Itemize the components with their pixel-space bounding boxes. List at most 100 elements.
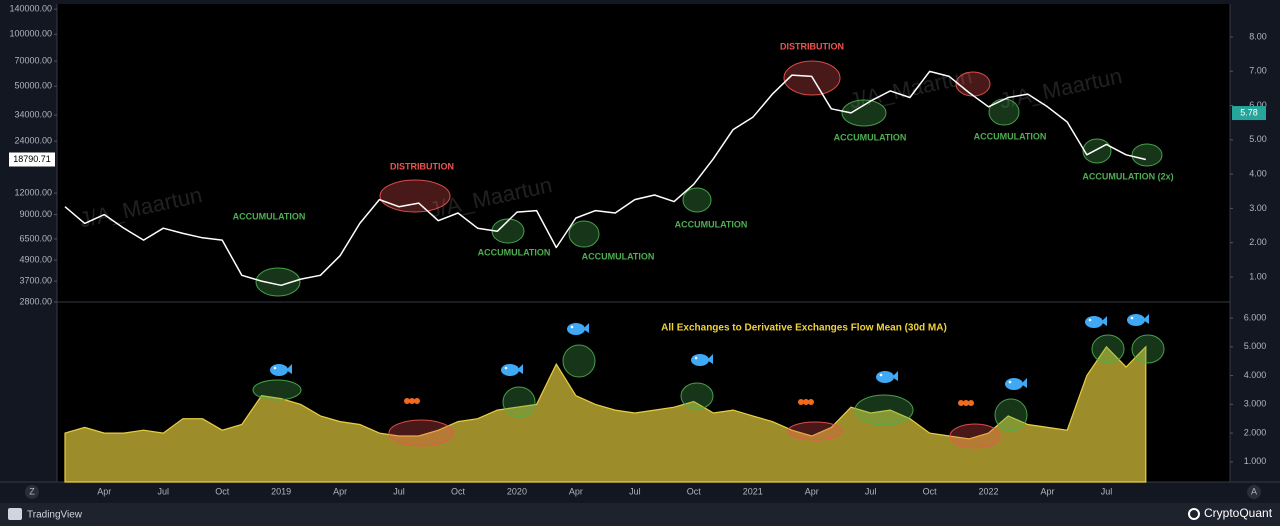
x-tick-label: Oct bbox=[451, 486, 466, 496]
y-tick-label: 70000.00 bbox=[14, 55, 52, 65]
x-tick-label: Jul bbox=[1101, 486, 1113, 496]
x-tick-label: Jul bbox=[865, 486, 877, 496]
button-label[interactable]: Z bbox=[29, 486, 35, 496]
highlight-ellipse bbox=[1131, 334, 1165, 364]
ant-icon bbox=[968, 400, 974, 406]
y2-tick-label: 8.00 bbox=[1249, 31, 1267, 41]
right-button[interactable]: A bbox=[1247, 485, 1261, 499]
price-line bbox=[64, 70, 1146, 287]
whale-tail bbox=[583, 323, 589, 333]
whale-tail bbox=[707, 354, 713, 364]
y-tick-label: 100000.00 bbox=[9, 29, 52, 39]
whale-tail bbox=[892, 371, 898, 381]
y-tick-label: 1.000 bbox=[1244, 456, 1267, 466]
y-tick-label: 34000.00 bbox=[14, 109, 52, 119]
annotation: ACCUMULATION bbox=[233, 211, 306, 221]
x-tick-label: Apr bbox=[333, 486, 347, 496]
annotation: ACCUMULATION bbox=[478, 247, 551, 257]
annotation: ACCUMULATION bbox=[974, 131, 1047, 141]
highlight-ellipse bbox=[787, 421, 843, 441]
x-tick-label: Jul bbox=[629, 486, 641, 496]
left-button[interactable]: Z bbox=[25, 485, 39, 499]
whale-tail bbox=[1021, 378, 1027, 388]
y2-tick-label: 5.00 bbox=[1249, 134, 1267, 144]
y-tick-label: 6.000 bbox=[1244, 312, 1267, 322]
y-tick-label: 9000.00 bbox=[19, 209, 52, 219]
whale-tail bbox=[1101, 316, 1107, 326]
y-tick-label: 24000.00 bbox=[14, 136, 52, 146]
annotation: DISTRIBUTION bbox=[390, 161, 454, 171]
whale-tail bbox=[517, 364, 523, 374]
highlight-ellipse bbox=[682, 187, 712, 213]
highlight-ellipse bbox=[680, 382, 714, 410]
y-tick-label: 2800.00 bbox=[19, 296, 52, 306]
button-circle[interactable] bbox=[25, 485, 39, 499]
brand-left[interactable]: TradingView bbox=[27, 510, 83, 521]
annotation: ACCUMULATION bbox=[675, 219, 748, 229]
whale-eye bbox=[1088, 318, 1092, 322]
highlight-ellipse bbox=[252, 379, 302, 401]
x-tick-label: 2020 bbox=[507, 486, 527, 496]
whale-icon bbox=[270, 364, 288, 376]
whale-icon bbox=[876, 371, 894, 383]
y2-tick-label: 4.00 bbox=[1249, 168, 1267, 178]
x-tick-label: Apr bbox=[805, 486, 819, 496]
highlight-ellipse bbox=[1091, 334, 1125, 364]
ant-icon bbox=[414, 398, 420, 404]
whale-icon bbox=[691, 354, 709, 366]
ant-icon bbox=[963, 400, 969, 406]
y2-tick-label: 7.00 bbox=[1249, 66, 1267, 76]
highlight-ellipse bbox=[502, 386, 536, 418]
x-tick-label: 2021 bbox=[743, 486, 763, 496]
whale-icon bbox=[1085, 316, 1103, 328]
y-tick-label: 3700.00 bbox=[19, 276, 52, 286]
footer-bar bbox=[0, 503, 1280, 526]
x-tick-label: Apr bbox=[97, 486, 111, 496]
annotation: ACCUMULATION bbox=[582, 251, 655, 261]
x-tick-label: 2019 bbox=[271, 486, 291, 496]
whale-eye bbox=[504, 366, 508, 370]
highlight-ellipse bbox=[854, 394, 914, 426]
highlight-ellipse bbox=[562, 344, 596, 378]
whale-icon bbox=[1005, 378, 1023, 390]
button-label[interactable]: A bbox=[1251, 486, 1257, 496]
annotation: ACCUMULATION (2x) bbox=[1082, 171, 1173, 181]
tradingview-logo bbox=[8, 508, 22, 520]
flow-area bbox=[64, 345, 1147, 483]
whale-eye bbox=[1130, 316, 1134, 320]
brand-right[interactable]: CryptoQuant bbox=[1204, 506, 1273, 520]
y2-tick-label: 6.00 bbox=[1249, 100, 1267, 110]
whale-icon bbox=[567, 323, 585, 335]
highlight-ellipse bbox=[568, 220, 600, 248]
annotation: ACCUMULATION bbox=[834, 132, 907, 142]
ant-icon bbox=[803, 399, 809, 405]
button-circle[interactable] bbox=[1247, 485, 1261, 499]
highlight-ellipse bbox=[841, 99, 887, 127]
y2-tick-label: 3.00 bbox=[1249, 203, 1267, 213]
highlight-ellipse bbox=[955, 71, 991, 97]
ant-icon bbox=[404, 398, 410, 404]
x-tick-label: Oct bbox=[215, 486, 230, 496]
x-tick-label: Apr bbox=[569, 486, 583, 496]
whale-eye bbox=[570, 325, 574, 329]
y2-tick-label: 1.00 bbox=[1249, 271, 1267, 281]
plot-area bbox=[57, 4, 1230, 482]
whale-eye bbox=[273, 366, 277, 370]
ant-icon bbox=[409, 398, 415, 404]
y2-tick-label: 2.00 bbox=[1249, 237, 1267, 247]
annotation: DISTRIBUTION bbox=[780, 41, 844, 51]
whale-eye bbox=[1008, 380, 1012, 384]
pane-title: All Exchanges to Derivative Exchanges Fl… bbox=[661, 323, 947, 334]
last-price-badge bbox=[9, 152, 55, 167]
highlight-ellipse bbox=[949, 423, 1001, 449]
whale-icon bbox=[1127, 314, 1145, 326]
x-tick-label: Jul bbox=[393, 486, 405, 496]
highlight-ellipse bbox=[994, 398, 1028, 432]
y-tick-label: 12000.00 bbox=[14, 187, 52, 197]
x-tick-label: 2022 bbox=[979, 486, 999, 496]
whale-tail bbox=[286, 364, 292, 374]
y-tick-label: 140000.00 bbox=[9, 4, 52, 14]
x-tick-label: Jul bbox=[157, 486, 169, 496]
x-tick-label: Oct bbox=[923, 486, 938, 496]
